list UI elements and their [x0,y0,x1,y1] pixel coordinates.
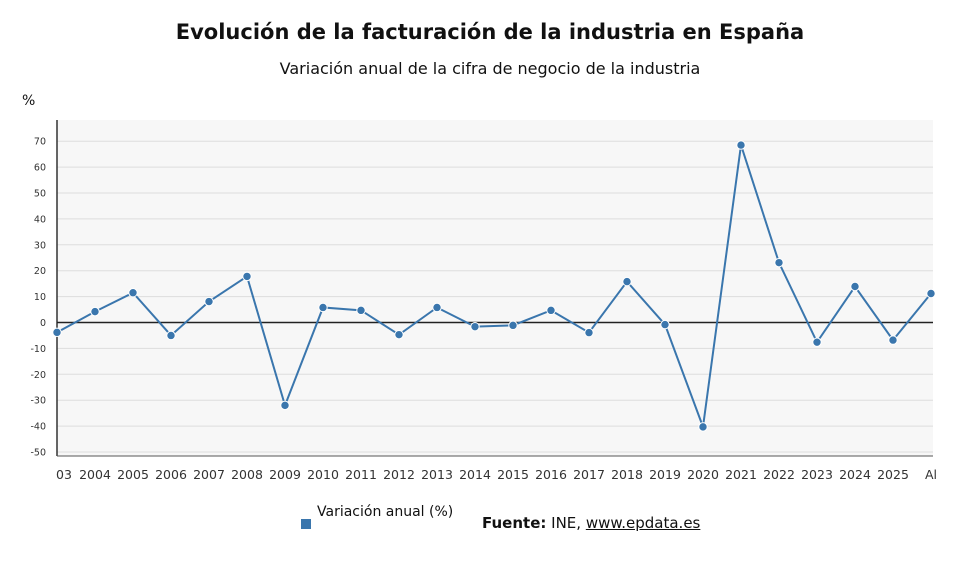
x-tick-label: 2004 [79,467,111,482]
x-tick-label: 2006 [155,467,187,482]
data-point [204,296,214,307]
x-tick-label: 2015 [497,467,529,482]
x-tick-label: 2024 [839,467,871,482]
y-tick-label: -10 [30,344,46,355]
x-tick-label: 2014 [459,467,491,482]
x-tick-label: 2019 [649,467,681,482]
data-point [356,305,366,316]
x-tick-label: 2023 [801,467,833,482]
data-point [128,288,138,298]
data-point [546,305,556,316]
x-tick-label: 2016 [535,467,567,482]
legend-swatch [301,519,311,529]
data-point [394,329,404,340]
x-tick-label: 2010 [307,467,339,482]
x-tick-label: Al [925,467,937,482]
data-point [470,321,480,332]
x-tick-label: 2008 [231,467,263,482]
x-tick-label: 03 [56,467,72,482]
data-point [242,271,252,282]
y-tick-label: 10 [34,292,46,303]
data-point [166,330,176,341]
y-tick-label: 60 [34,163,46,174]
x-tick-label: 2022 [763,467,795,482]
x-tick-label: 2009 [269,467,301,482]
x-tick-label: 2007 [193,467,225,482]
x-tick-label: 2012 [383,467,415,482]
data-point [622,276,632,287]
data-point [888,335,898,345]
data-point [660,319,670,330]
data-point [736,140,746,150]
data-point [926,288,936,299]
data-point [90,306,100,317]
x-tick-label: 2005 [117,467,149,482]
data-point [774,257,784,268]
x-tick-label: 2021 [725,467,757,482]
x-tick-label: 2017 [573,467,605,482]
x-tick-label: 2011 [345,467,377,482]
y-tick-label: 70 [34,137,46,148]
legend-label: Variación anual (%) [317,504,454,520]
x-tick-label: 2020 [687,467,719,482]
data-point [584,327,594,338]
data-point [698,422,708,432]
data-point [850,281,860,292]
y-tick-label: 50 [34,189,46,200]
source-note: Fuente: INE, www.epdata.es [482,514,700,532]
data-point [318,302,328,313]
x-tick-label: 2018 [611,467,643,482]
y-tick-label: 30 [34,240,46,251]
series-line [56,144,932,428]
chart-subtitle: Variación anual de la cifra de negocio d… [279,59,701,78]
y-tick-label: -30 [30,396,46,407]
data-point [508,320,518,331]
y-tick-label: 0 [40,318,46,329]
x-tick-label: 2013 [421,467,453,482]
data-point [432,302,442,313]
y-tick-label: -20 [30,370,46,381]
source-link[interactable]: www.epdata.es [585,514,701,532]
y-tick-label: 20 [34,266,46,277]
data-point [812,337,822,347]
data-point [280,400,290,411]
source-text: INE, [546,514,586,532]
data-point [52,327,62,338]
chart-title: Evolución de la facturación de la indust… [175,20,805,44]
y-axis-unit-label: % [22,93,36,109]
y-tick-label: 40 [34,214,46,225]
source-label: Fuente: [482,514,547,532]
x-tick-label: 2025 [877,467,909,482]
y-tick-label: -40 [30,422,46,433]
plot-area [57,120,933,456]
y-tick-label: -50 [30,448,46,459]
